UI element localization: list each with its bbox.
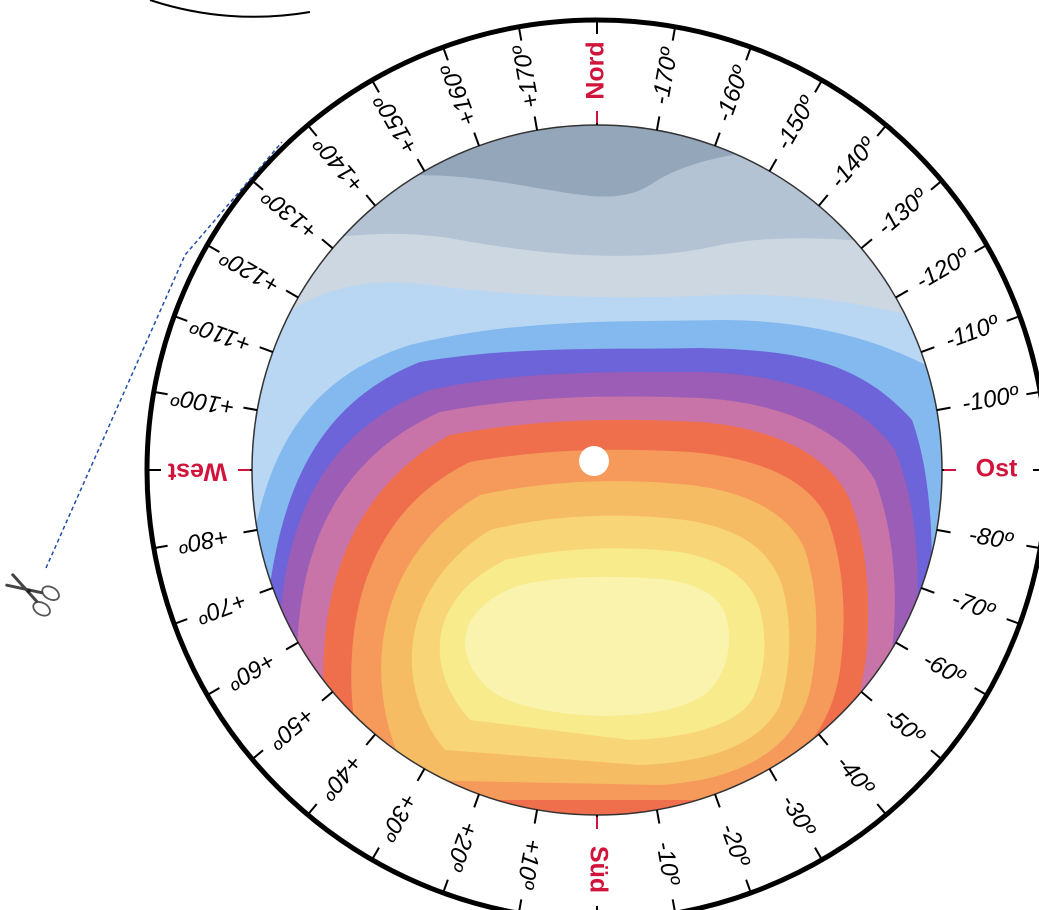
degree-tick — [321, 690, 334, 702]
degree-tick — [285, 641, 299, 651]
degree-tick — [517, 26, 523, 41]
degree-tick — [473, 793, 480, 808]
degree-tick — [371, 79, 380, 93]
degree-tick — [416, 768, 426, 782]
degree-tick — [173, 618, 188, 625]
cardinal-label-south: Süd — [584, 846, 612, 893]
degree-tick — [814, 79, 823, 93]
degree-tick — [936, 528, 951, 534]
degree-tick — [473, 132, 480, 147]
cardinal-label-north: Nord — [582, 41, 610, 99]
degree-tick — [860, 238, 873, 250]
degree-tick — [930, 749, 943, 761]
degree-tick — [671, 899, 676, 910]
degree-tick — [876, 803, 888, 816]
degree-tick — [1026, 544, 1039, 549]
degree-tick — [259, 346, 274, 353]
degree-tick — [533, 809, 539, 824]
degree-tick — [745, 46, 752, 61]
degree-tick — [655, 116, 661, 131]
degree-tick — [365, 194, 377, 207]
degree-tick — [671, 26, 677, 41]
degree-tick — [243, 406, 258, 412]
degree-tick — [745, 879, 752, 894]
degree-tick — [251, 749, 264, 761]
degree-tick — [306, 124, 318, 137]
degree-tick — [974, 687, 988, 696]
degree-tick — [365, 733, 377, 746]
degree-tick — [206, 687, 220, 696]
cardinal-label-east: Ost — [976, 455, 1018, 483]
degree-tick — [371, 847, 380, 861]
degree-tick — [714, 132, 721, 147]
degree-tick — [321, 238, 334, 250]
degree-tick — [974, 244, 988, 253]
degree-tick — [814, 847, 823, 861]
sun-marker — [579, 446, 609, 476]
degree-tick — [259, 587, 274, 594]
degree-tick — [930, 179, 943, 191]
scissors-icon[interactable] — [2, 567, 61, 618]
degree-tick — [533, 116, 539, 131]
degree-tick — [416, 158, 426, 172]
degree-tick — [153, 544, 168, 550]
degree-tick — [173, 315, 188, 322]
sky-hemisphere — [252, 125, 942, 815]
degree-tick — [920, 346, 935, 353]
degree-tick — [251, 179, 264, 191]
degree-tick — [920, 587, 935, 594]
degree-tick — [285, 289, 299, 299]
degree-tick — [768, 768, 778, 782]
sky-band-14 — [465, 576, 730, 716]
degree-ticks — [147, 20, 1039, 910]
degree-tick — [1006, 618, 1021, 625]
degree-tick — [306, 803, 318, 816]
degree-tick — [817, 194, 829, 207]
degree-tick — [1006, 315, 1021, 322]
degree-tick — [442, 46, 449, 61]
degree-tick — [860, 690, 873, 702]
degree-tick — [442, 879, 449, 894]
degree-tick — [817, 733, 829, 746]
degree-tick — [1026, 391, 1039, 396]
cut-line[interactable] — [45, 141, 283, 569]
adjacent-dial-edge — [149, 0, 311, 18]
degree-tick — [655, 809, 661, 824]
degree-tick — [153, 390, 168, 396]
degree-tick — [518, 899, 523, 910]
degree-tick — [768, 158, 778, 172]
degree-tick — [936, 406, 951, 412]
degree-tick — [895, 289, 909, 299]
degree-tick — [714, 793, 721, 808]
degree-tick — [876, 124, 888, 137]
cardinal-label-west: West — [167, 457, 227, 485]
degree-tick — [243, 528, 258, 534]
degree-tick — [206, 244, 220, 253]
degree-tick — [895, 641, 909, 651]
